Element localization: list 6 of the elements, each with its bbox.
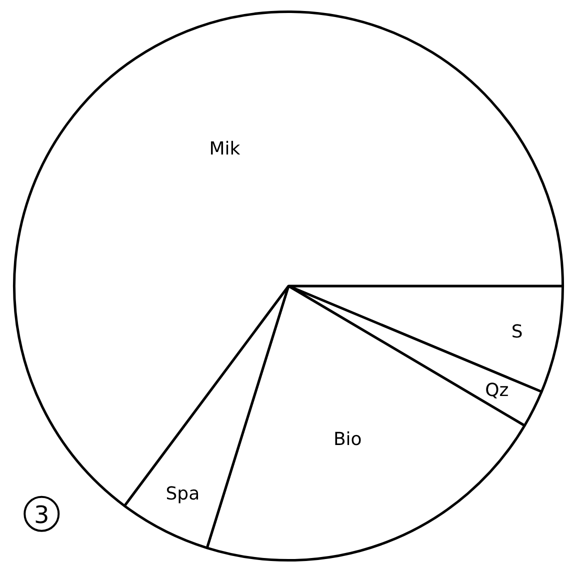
text: 3 <box>34 500 50 529</box>
slice-label: Spa <box>166 483 200 504</box>
slice-label: Bio <box>333 429 362 450</box>
slice-label: S <box>511 321 523 342</box>
slice-label: Qz <box>485 380 509 402</box>
slice-label: Mik <box>209 138 241 160</box>
